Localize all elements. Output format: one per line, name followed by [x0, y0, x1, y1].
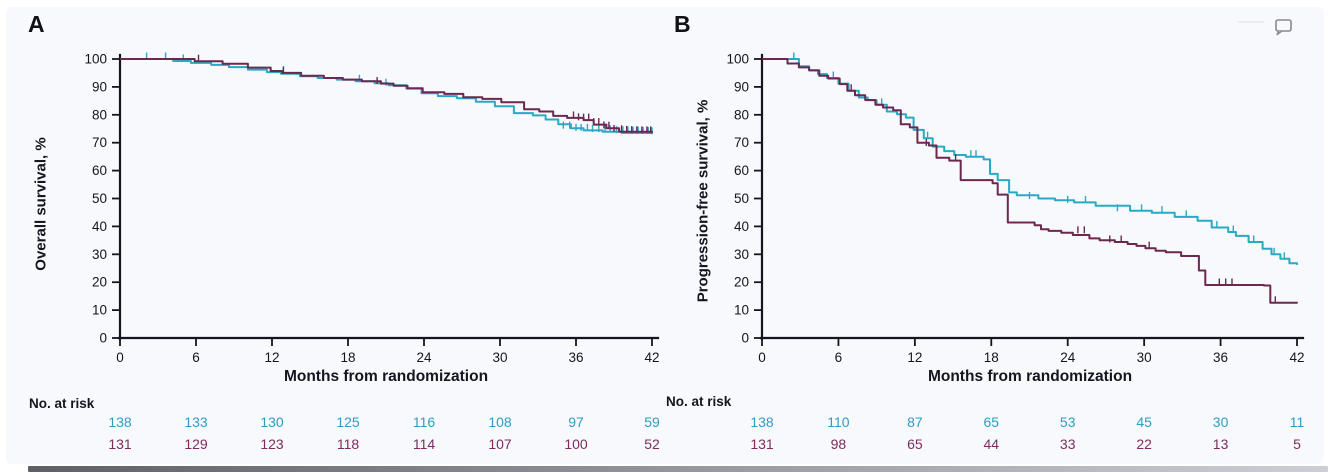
risk-row-b-teal-arm: 138 110 87 65 53 45 30 11	[750, 414, 1304, 430]
risk-value: 123	[260, 436, 284, 452]
risk-value: 98	[831, 436, 847, 452]
risk-value: 87	[907, 414, 923, 430]
y-tick-label: 70	[734, 135, 749, 150]
risk-value: 100	[564, 436, 588, 452]
risk-value: 108	[488, 414, 512, 430]
panel-a-risk-table-label: No. at risk	[29, 396, 95, 411]
y-tick-label: 20	[734, 275, 749, 290]
x-tick-label: 6	[192, 350, 200, 365]
x-tick-label: 24	[416, 350, 432, 365]
y-tick-label: 20	[92, 275, 107, 290]
y-tick-label: 30	[734, 247, 749, 262]
risk-value: 59	[644, 414, 660, 430]
y-tick-label: 60	[734, 163, 749, 178]
x-tick-label: 18	[984, 350, 999, 365]
y-tick-label: 10	[734, 303, 749, 318]
risk-value: 131	[108, 436, 132, 452]
risk-row-a-maroon-arm: 131 129 123 118 114 107 100 52	[108, 436, 660, 452]
x-tick-label: 12	[264, 350, 279, 365]
risk-value: 107	[488, 436, 512, 452]
x-tick-label: 0	[116, 350, 124, 365]
risk-value: 131	[750, 436, 774, 452]
faint-divider-line	[1238, 21, 1264, 23]
x-tick-label: 30	[492, 350, 507, 365]
risk-value: 45	[1136, 414, 1152, 430]
y-tick-label: 80	[734, 107, 749, 122]
y-tick-label: 10	[92, 303, 107, 318]
panel-b-axes: 0 10 20 30 40 50 60 70 80 90 100 0 6 12 18 24 30 36 42	[726, 52, 1304, 366]
risk-value: 30	[1213, 414, 1229, 430]
risk-value: 52	[644, 436, 660, 452]
x-tick-label: 42	[644, 350, 659, 365]
risk-value: 114	[413, 436, 436, 452]
x-tick-label: 30	[1137, 350, 1152, 365]
risk-value: 130	[260, 414, 284, 430]
risk-value: 22	[1136, 436, 1152, 452]
risk-value: 133	[184, 414, 208, 430]
x-tick-label: 12	[907, 350, 922, 365]
km-curve-a-maroon-arm	[120, 58, 653, 133]
censor-marks-b-maroon-arm	[850, 84, 1277, 304]
y-tick-label: 90	[734, 79, 749, 94]
x-tick-label: 36	[568, 350, 583, 365]
y-tick-label: 30	[92, 247, 107, 262]
y-tick-label: 60	[92, 163, 107, 178]
y-tick-label: 40	[92, 219, 107, 234]
comment-bubble-icon[interactable]	[1272, 17, 1294, 37]
km-curve-a-teal-arm	[120, 58, 653, 134]
y-tick-label: 100	[726, 52, 749, 67]
risk-value: 125	[336, 414, 360, 430]
panel-b-letter: B	[674, 11, 691, 37]
panel-a-letter: A	[28, 11, 45, 37]
y-tick-label: 90	[92, 79, 107, 94]
risk-value: 116	[413, 414, 436, 430]
x-tick-label: 24	[1060, 350, 1076, 365]
km-curve-b-teal-arm	[762, 58, 1298, 265]
y-tick-label: 70	[92, 135, 107, 150]
panel-b-risk-table-label: No. at risk	[666, 394, 732, 409]
y-tick-label: 0	[99, 331, 107, 346]
risk-value: 138	[108, 414, 132, 430]
panel-b-x-axis-label: Months from randomization	[927, 368, 1133, 385]
risk-value: 118	[337, 436, 360, 452]
risk-value: 5	[1293, 436, 1301, 452]
risk-row-b-maroon-arm: 131 98 65 44 33 22 13 5	[750, 436, 1301, 452]
risk-value: 65	[983, 414, 999, 430]
y-tick-label: 100	[84, 52, 107, 67]
censor-marks-a-maroon-arm	[197, 54, 652, 134]
risk-value: 138	[750, 414, 774, 430]
risk-value: 44	[983, 436, 999, 452]
y-tick-label: 40	[734, 219, 749, 234]
panel-a-axes: 0 10 20 30 40 50 60 70 80 90 100 0 6 12 18 24 30 36 42	[84, 52, 659, 366]
x-tick-label: 18	[340, 350, 355, 365]
risk-value: 129	[184, 436, 208, 452]
risk-value: 110	[827, 414, 850, 430]
panel-a-x-axis-label: Months from randomization	[283, 368, 489, 385]
y-tick-label: 50	[92, 191, 107, 206]
x-tick-label: 0	[758, 350, 766, 365]
censor-marks-b-teal-arm	[793, 52, 1286, 260]
x-tick-label: 6	[835, 350, 843, 365]
y-tick-label: 50	[734, 191, 749, 206]
risk-value: 53	[1060, 414, 1076, 430]
risk-value: 97	[568, 414, 584, 430]
risk-value: 11	[1290, 414, 1305, 430]
risk-value: 13	[1213, 436, 1229, 452]
y-tick-label: 0	[741, 331, 749, 346]
bottom-edge-bar	[28, 466, 1328, 472]
x-tick-label: 42	[1289, 350, 1304, 365]
figure-background	[6, 7, 1324, 464]
risk-value: 65	[907, 436, 923, 452]
km-curve-b-maroon-arm	[762, 58, 1298, 304]
x-tick-label: 36	[1213, 350, 1228, 365]
y-tick-label: 80	[92, 107, 107, 122]
risk-value: 33	[1060, 436, 1076, 452]
risk-row-a-teal-arm: 138 133 130 125 116 108 97 59	[108, 414, 660, 430]
